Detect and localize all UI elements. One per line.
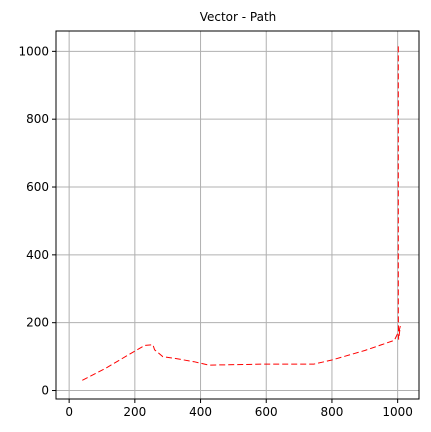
y-tick-label: 600 xyxy=(26,180,49,194)
y-tick-label: 200 xyxy=(26,316,49,330)
y-tick-label: 0 xyxy=(41,384,49,398)
x-tick-label: 200 xyxy=(123,405,146,419)
path-series-line xyxy=(82,44,401,381)
x-tick-label: 600 xyxy=(255,405,278,419)
chart-title: Vector - Path xyxy=(200,10,277,24)
axis-ticks: 0 200 400 600 800 1000 0 200 400 600 800 1000 xyxy=(18,44,412,419)
y-tick-label: 800 xyxy=(26,112,49,126)
x-tick-label: 400 xyxy=(189,405,212,419)
plot-frame xyxy=(55,30,420,400)
y-tick-label: 1000 xyxy=(18,44,49,58)
x-tick-label: 800 xyxy=(320,405,343,419)
x-tick-label: 0 xyxy=(65,405,73,419)
grid-lines xyxy=(56,31,419,399)
x-tick-label: 1000 xyxy=(382,405,413,419)
series-layer xyxy=(82,44,401,381)
y-tick-label: 400 xyxy=(26,248,49,262)
